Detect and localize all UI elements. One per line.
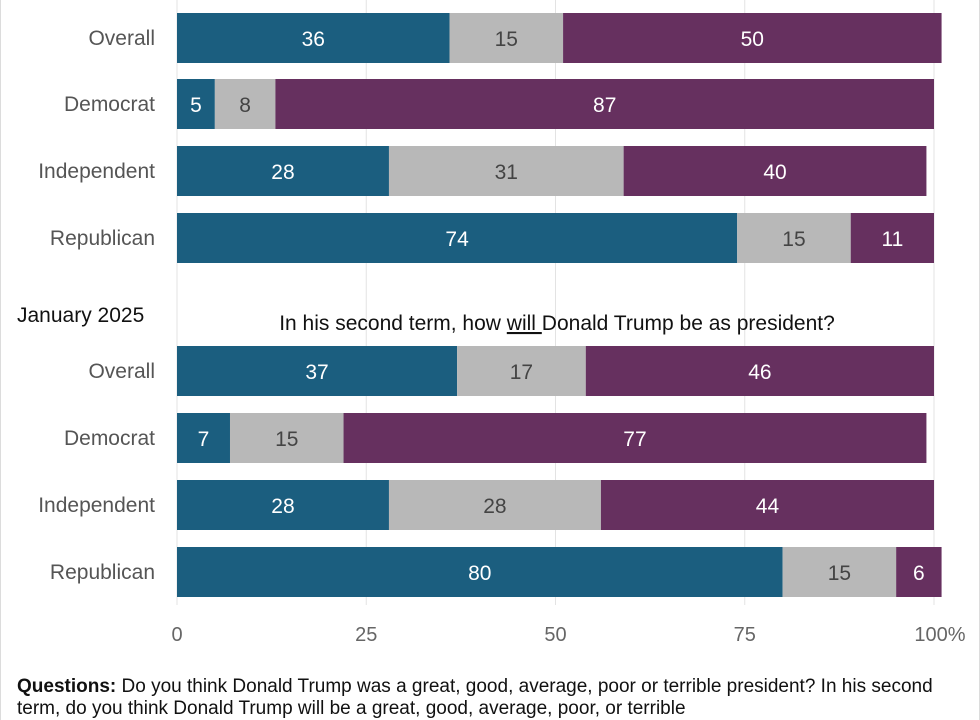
stacked-bar-chart: Overall 36 15 50 Democrat 5 8 87 Independent 28 31… <box>17 0 966 646</box>
data-label: 44 <box>756 495 780 518</box>
data-label: 31 <box>495 161 518 184</box>
bar-segment <box>850 213 934 263</box>
section-label: January 2025 <box>17 304 144 327</box>
category-label: Democrat <box>64 427 155 450</box>
category-label: Democrat <box>64 93 155 116</box>
bar-segment <box>737 213 851 263</box>
questions-footnote: Questions: Do you think Donald Trump was… <box>17 676 967 720</box>
subtitle-emphasis: will <box>506 312 542 335</box>
questions-text: Do you think Donald Trump was a great, g… <box>17 676 933 719</box>
data-label: 15 <box>782 228 805 251</box>
bar-segment <box>177 480 389 530</box>
data-label: 28 <box>483 495 506 518</box>
bar-segment <box>177 213 738 263</box>
data-label: 6 <box>913 562 925 585</box>
data-label: 5 <box>190 94 202 117</box>
bar-segment <box>896 547 942 597</box>
data-label: 7 <box>198 428 210 451</box>
category-label: Overall <box>88 27 155 50</box>
x-tick-label: 25 <box>355 624 377 646</box>
x-tick-label: 0 <box>171 624 182 646</box>
bar-segment <box>449 13 564 63</box>
subtitle-part: In his second term, how <box>279 312 507 335</box>
x-tick-label: 100% <box>914 624 965 646</box>
data-label: 15 <box>495 28 518 51</box>
x-tick-label: 75 <box>734 624 756 646</box>
data-label: 40 <box>763 161 786 184</box>
data-label: 87 <box>593 94 616 117</box>
bar-segment <box>388 480 601 530</box>
data-label: 50 <box>741 28 764 51</box>
bar-segment <box>782 547 897 597</box>
questions-label: Questions: <box>17 676 117 697</box>
data-label: 8 <box>239 94 251 117</box>
bar-segment <box>343 413 927 463</box>
data-label: 37 <box>305 361 328 384</box>
bar-segment <box>214 79 276 129</box>
data-label: 74 <box>445 228 469 251</box>
bar-segment <box>177 146 389 196</box>
bar-segment <box>275 79 934 129</box>
category-label: Republican <box>50 561 155 584</box>
bar-segment <box>600 480 934 530</box>
data-label: 46 <box>748 361 771 384</box>
bar-segment <box>457 346 586 396</box>
bar-segment <box>388 146 624 196</box>
bar-segment <box>177 547 783 597</box>
data-label: 77 <box>623 428 646 451</box>
data-label: 28 <box>271 495 294 518</box>
panel-subtitle: In his second term, how will Donald Trum… <box>279 312 835 335</box>
subtitle-part: Donald Trump be as president? <box>542 312 835 335</box>
data-label: 28 <box>271 161 294 184</box>
data-label: 17 <box>510 361 533 384</box>
data-label: 36 <box>302 28 325 51</box>
bar-segment <box>177 413 230 463</box>
bar-segment <box>177 79 215 129</box>
category-label: Independent <box>38 160 155 183</box>
x-tick-label: 50 <box>544 624 566 646</box>
category-label: Overall <box>88 360 155 383</box>
data-label: 15 <box>275 428 298 451</box>
bar-segment <box>229 413 344 463</box>
data-label: 15 <box>828 562 851 585</box>
bar-segment <box>563 13 942 63</box>
data-label: 80 <box>468 562 491 585</box>
category-label: Republican <box>50 227 155 250</box>
bar-segment <box>585 346 934 396</box>
bar-segment <box>623 146 927 196</box>
bar-segment <box>177 346 458 396</box>
category-label: Independent <box>38 494 155 517</box>
data-label: 11 <box>881 228 903 251</box>
bar-segment <box>177 13 450 63</box>
